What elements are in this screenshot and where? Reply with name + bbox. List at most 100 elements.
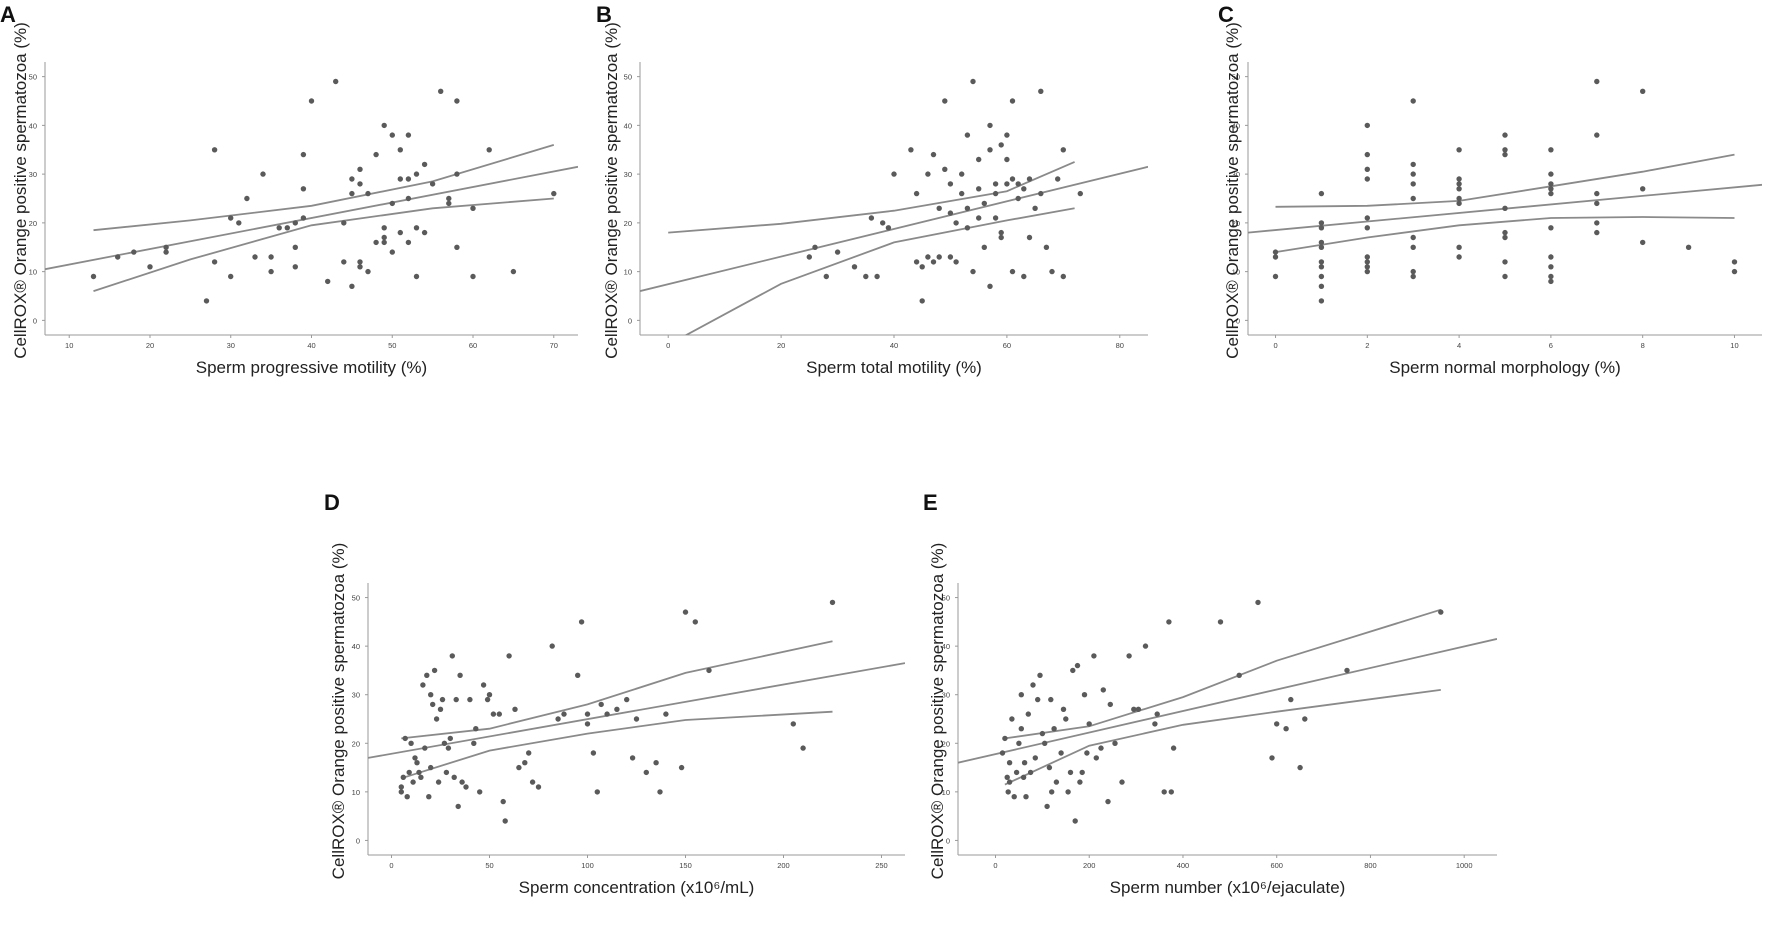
y-tick-label: 40 [29, 121, 37, 130]
data-point [333, 78, 339, 85]
data-point [1037, 672, 1043, 678]
data-point [292, 220, 298, 226]
data-point [1004, 132, 1010, 138]
data-point [604, 711, 610, 717]
data-point [260, 171, 266, 177]
data-point [1038, 190, 1044, 197]
data-point [1100, 687, 1107, 693]
data-point [433, 716, 440, 722]
data-point [1272, 254, 1279, 260]
data-point [484, 696, 491, 703]
data-point [516, 764, 522, 771]
data-point [1055, 176, 1061, 182]
data-point [449, 653, 455, 659]
data-point [455, 803, 461, 810]
y-axis-label: CellROX® Orange positive spermatozoa (%) [329, 543, 348, 880]
data-point [405, 132, 412, 138]
data-point [1107, 701, 1114, 708]
x-tick-label: 50 [388, 341, 396, 350]
data-point [1502, 151, 1508, 158]
data-point [998, 142, 1004, 148]
data-point [812, 244, 818, 250]
data-point [428, 764, 434, 771]
ci-upper-line [1275, 153, 1735, 208]
data-point [506, 653, 512, 659]
data-point [578, 619, 585, 625]
data-point [1269, 755, 1275, 761]
data-point [1731, 268, 1738, 275]
data-point [1364, 225, 1371, 231]
y-axis-label: CellROX® Orange positive spermatozoa (%) [928, 543, 947, 880]
data-point [349, 190, 355, 197]
data-point [1004, 156, 1010, 163]
x-tick-label: 20 [146, 341, 154, 350]
data-point [1009, 98, 1016, 104]
data-point [1364, 268, 1371, 275]
data-point [1410, 268, 1416, 275]
x-tick-label: 10 [1730, 341, 1738, 350]
data-point [800, 745, 806, 751]
data-point [1077, 190, 1084, 197]
data-point [431, 667, 438, 674]
data-point [228, 215, 234, 221]
data-point [373, 239, 379, 246]
data-point [357, 181, 363, 187]
data-point [228, 273, 234, 280]
data-point [467, 696, 473, 703]
panel-letter: C [1218, 2, 1234, 27]
data-point [992, 215, 999, 221]
data-point [908, 147, 914, 153]
data-point [1255, 599, 1261, 606]
data-point [441, 740, 448, 746]
y-tick-label: 10 [942, 788, 950, 797]
data-point [1046, 764, 1053, 771]
data-point [964, 225, 971, 231]
data-point [1063, 716, 1069, 722]
data-point [406, 769, 412, 776]
data-point [526, 750, 532, 756]
y-axis-label: CellROX® Orange positive spermatozoa (%) [11, 22, 30, 359]
data-point [1456, 176, 1462, 182]
data-point [1283, 726, 1289, 732]
data-point [1274, 721, 1280, 727]
data-point [1594, 220, 1600, 226]
data-point [413, 225, 420, 231]
data-point [976, 186, 982, 192]
data-point [1288, 696, 1294, 703]
y-tick-label: 10 [624, 268, 632, 277]
data-point [486, 147, 492, 153]
data-point [1021, 273, 1027, 280]
data-point [1142, 643, 1149, 649]
y-tick-label: 0 [628, 316, 632, 325]
ci-lower-line [1275, 216, 1735, 253]
data-point [435, 779, 442, 785]
data-point [1009, 176, 1016, 182]
x-tick-label: 400 [1177, 861, 1190, 870]
x-tick-label: 70 [550, 341, 558, 350]
data-point [459, 779, 465, 785]
data-point [590, 750, 597, 756]
data-point [1074, 662, 1081, 669]
data-point [1640, 186, 1646, 192]
data-point [1042, 740, 1048, 746]
data-point [1009, 716, 1015, 722]
data-point [1548, 190, 1554, 197]
data-point [1318, 225, 1325, 231]
y-tick-label: 0 [356, 836, 360, 845]
data-point [964, 205, 971, 211]
data-point [981, 200, 987, 207]
data-point [1318, 259, 1325, 265]
data-point [829, 599, 836, 606]
x-tick-label: 60 [1003, 341, 1011, 350]
data-point [1364, 122, 1371, 129]
data-point [1072, 818, 1078, 824]
x-axis-label: Sperm total motility (%) [806, 358, 982, 377]
data-point [1018, 692, 1024, 698]
data-point [1548, 171, 1554, 177]
data-point [236, 220, 242, 226]
data-point [624, 696, 630, 703]
data-point [1112, 740, 1118, 746]
data-point [451, 774, 457, 780]
data-point [1027, 769, 1034, 776]
